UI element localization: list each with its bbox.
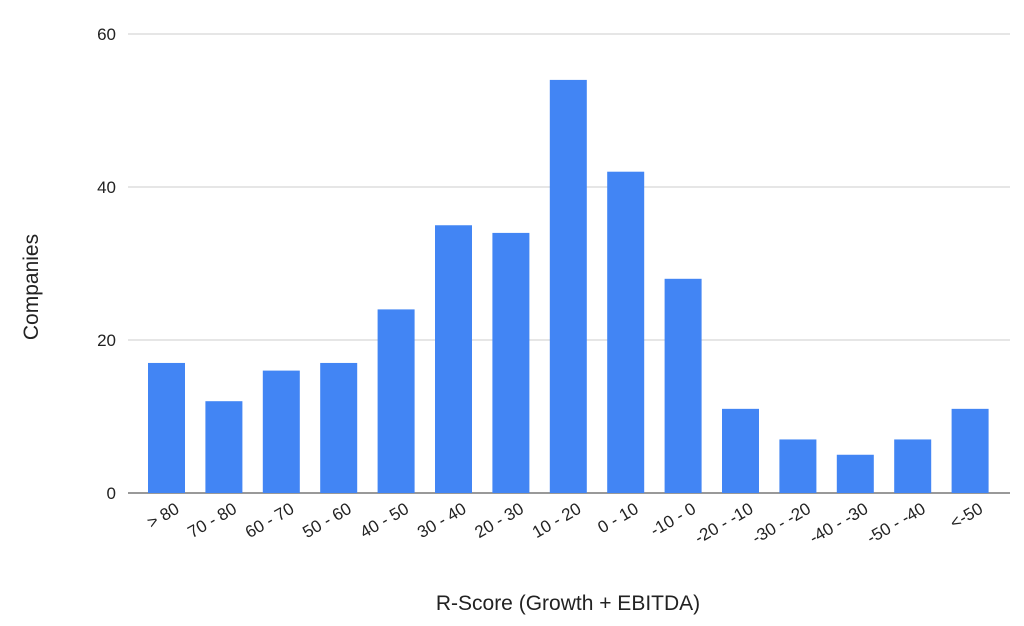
x-tick-label: 60 - 70 [242,499,297,542]
x-tick-label: -30 - -20 [749,499,814,548]
bar [435,225,472,493]
bar [607,171,645,493]
x-tick-label: 50 - 60 [299,499,354,542]
bar [320,362,358,493]
bar [492,232,530,493]
y-tick-label: 20 [97,331,116,350]
bar [664,278,702,493]
x-tick-label: -40 - -30 [806,499,871,548]
bar [549,79,587,494]
x-tick-label: -50 - -40 [864,499,929,548]
y-axis-title: Companies [20,234,43,340]
bar [377,309,415,493]
bar [951,408,989,493]
x-tick-label: > 80 [144,499,183,532]
bar [148,362,185,493]
x-tick-label: -10 - 0 [647,499,699,540]
x-tick-label: 30 - 40 [414,499,469,542]
bar [836,454,874,493]
x-tick-label: -20 - -10 [691,499,756,548]
x-tick-label: <-50 [947,499,986,533]
y-tick-label: 0 [107,484,116,503]
x-tick-label: 10 - 20 [529,499,584,542]
y-tick-label: 40 [97,178,116,197]
bar [722,408,759,493]
x-tick-label: 40 - 50 [357,499,412,542]
x-tick-label: 70 - 80 [185,499,240,542]
bar [262,370,300,493]
x-tick-label: 20 - 30 [472,499,527,542]
y-tick-label: 60 [97,25,116,44]
bar [894,439,932,493]
x-axis-title: R-Score (Growth + EBITDA) [436,592,700,615]
bar [779,439,817,493]
x-tick-label: 0 - 10 [595,499,642,537]
bar [205,401,243,493]
